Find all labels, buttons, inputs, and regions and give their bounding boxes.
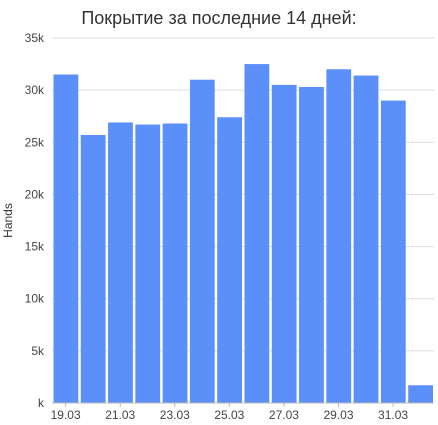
- x-tick-label: 25.03: [214, 408, 244, 422]
- bar: [80, 134, 106, 403]
- y-tick-label: 10k: [25, 292, 45, 306]
- x-tick-label: 27.03: [269, 408, 299, 422]
- bar: [326, 69, 352, 404]
- y-tick-label: 5k: [31, 344, 45, 358]
- bar: [108, 122, 133, 403]
- x-tick-label: 19.03: [51, 408, 81, 422]
- bar: [244, 64, 270, 404]
- x-tick-label: 21.03: [105, 408, 135, 422]
- bar: [380, 100, 406, 404]
- bar: [408, 385, 433, 403]
- bar: [217, 117, 242, 403]
- bar: [162, 123, 188, 403]
- x-tick-label: 31.03: [378, 408, 408, 422]
- y-tick-label: 30k: [25, 83, 45, 97]
- bar: [353, 75, 379, 404]
- y-tick-label: 20k: [25, 187, 45, 201]
- bar: [271, 84, 297, 403]
- chart-title: Покрытие за последние 14 дней:: [81, 8, 357, 28]
- bar: [189, 79, 215, 403]
- y-tick-label: 15k: [25, 240, 45, 254]
- bar: [135, 124, 161, 404]
- y-tick-label: 25k: [25, 135, 45, 149]
- bar: [53, 74, 79, 403]
- y-tick-label: 35k: [25, 31, 45, 45]
- y-axis-title: Hands: [1, 203, 15, 238]
- bar: [299, 87, 324, 403]
- x-tick-label: 23.03: [160, 408, 190, 422]
- y-tick-label: k: [38, 396, 45, 410]
- x-tick-label: 29.03: [323, 408, 353, 422]
